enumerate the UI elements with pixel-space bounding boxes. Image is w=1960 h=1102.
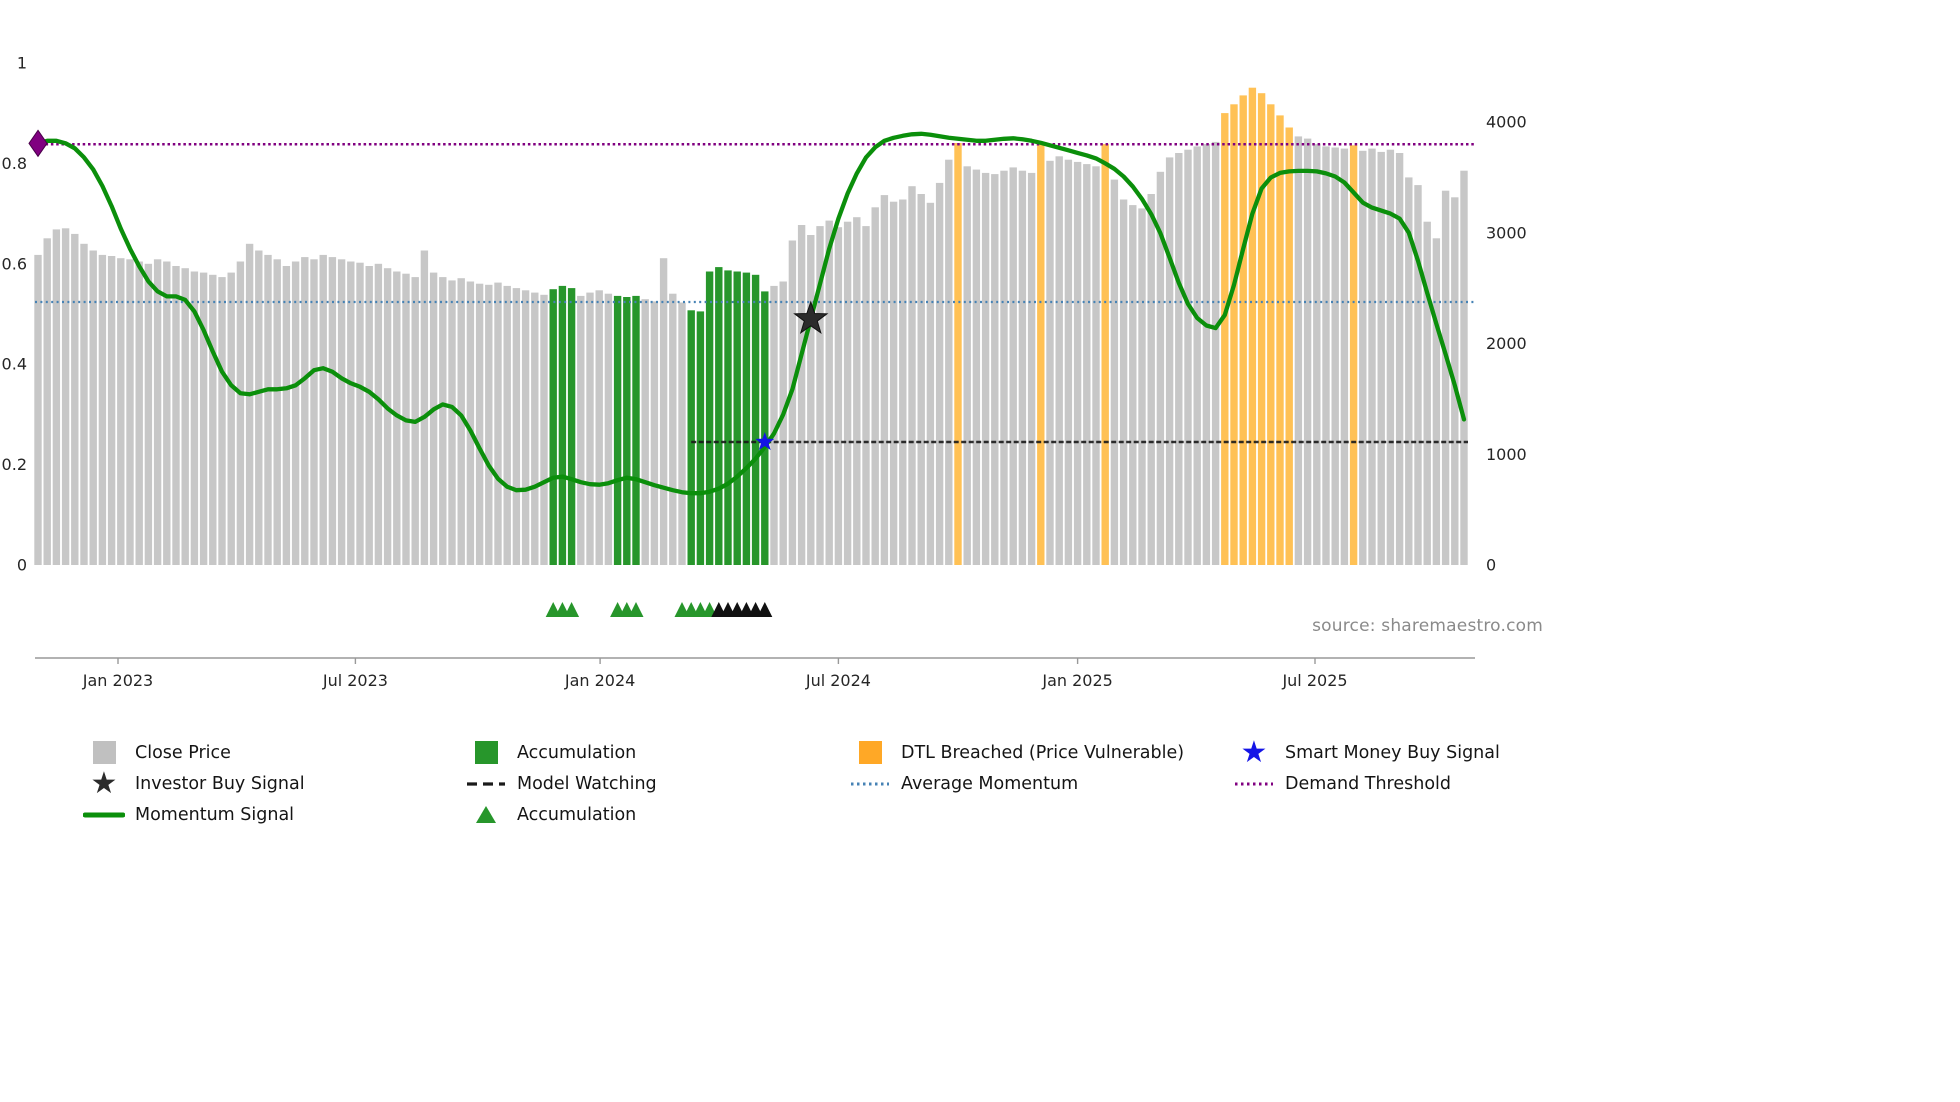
- legend-label: Demand Threshold: [1285, 773, 1452, 794]
- smart-money-buy-star-icon: [755, 432, 775, 451]
- svg-text:4000: 4000: [1486, 113, 1527, 132]
- investor-buy-signal-star-icon: ★: [90, 765, 118, 801]
- model-watching-dashes-icon: [461, 779, 511, 789]
- legend-item-demand-threshold: Demand Threshold: [1229, 768, 1500, 799]
- legend-item-accumulation-bars: Accumulation: [461, 737, 657, 768]
- legend-label: Investor Buy Signal: [135, 773, 305, 794]
- accumulation-bars-square-icon: [461, 741, 511, 764]
- legend-label: DTL Breached (Price Vulnerable): [901, 742, 1185, 763]
- average-momentum-dots-icon: [845, 779, 895, 789]
- legend-label: Accumulation: [517, 742, 637, 763]
- legend-column: Close Price ★ Investor Buy Signal Momentum …: [79, 737, 305, 830]
- y-axis-left: 0 0.2 0.4 0.6 0.8 1: [2, 54, 27, 575]
- investor-buy-star-icon: [793, 300, 829, 335]
- svg-text:Jul 2024: Jul 2024: [805, 671, 871, 690]
- svg-text:1000: 1000: [1486, 445, 1527, 464]
- svg-text:0: 0: [1486, 556, 1496, 575]
- legend-item-investor-buy-signal: ★ Investor Buy Signal: [79, 768, 305, 799]
- legend-label: Close Price: [135, 742, 231, 763]
- svg-text:0.2: 0.2: [2, 455, 27, 474]
- svg-text:0.8: 0.8: [2, 154, 27, 173]
- close-price-square-icon: [79, 741, 129, 764]
- svg-text:Jan 2024: Jan 2024: [564, 671, 635, 690]
- momentum-signal-line-icon: [79, 810, 129, 820]
- legend-item-close-price: Close Price: [79, 737, 305, 768]
- legend-column: ★ Smart Money Buy Signal Demand Threshold: [1229, 737, 1500, 799]
- dtl-breached-square-icon: [845, 741, 895, 764]
- price-bars: [34, 87, 1468, 566]
- demand-threshold-dots-icon: [1229, 779, 1279, 789]
- momentum-line: [35, 131, 1467, 496]
- svg-text:2000: 2000: [1486, 334, 1527, 353]
- legend-label: Accumulation: [517, 804, 637, 825]
- legend-item-accumulation-triangle: Accumulation: [461, 799, 657, 830]
- legend-item-average-momentum: Average Momentum: [845, 768, 1184, 799]
- svg-text:Jul 2023: Jul 2023: [322, 671, 388, 690]
- x-axis: Jan 2023 Jul 2023 Jan 2024 Jul 2024 Jan 2025…: [35, 657, 1475, 690]
- accumulation-triangles: [545, 602, 773, 617]
- svg-text:3000: 3000: [1486, 223, 1527, 242]
- legend-column: DTL Breached (Price Vulnerable) Average M…: [845, 737, 1184, 799]
- legend-item-momentum-signal: Momentum Signal: [79, 799, 305, 830]
- svg-text:0.6: 0.6: [2, 254, 27, 273]
- legend-label: Smart Money Buy Signal: [1285, 742, 1500, 763]
- smart-money-buy-signal-star-icon: ★: [1240, 734, 1268, 770]
- svg-text:Jan 2025: Jan 2025: [1041, 671, 1112, 690]
- legend-label: Average Momentum: [901, 773, 1079, 794]
- legend-label: Model Watching: [517, 773, 657, 794]
- source-credit: source: sharemaestro.com: [1312, 616, 1543, 636]
- momentum-start-diamond-icon: [28, 129, 48, 158]
- svg-text:Jan 2023: Jan 2023: [82, 671, 153, 690]
- legend-item-model-watching: Model Watching: [461, 768, 657, 799]
- legend-item-dtl-breached: DTL Breached (Price Vulnerable): [845, 737, 1184, 768]
- legend-label: Momentum Signal: [135, 804, 295, 825]
- accumulation-triangle-triangle-icon: [461, 806, 511, 823]
- svg-text:0.4: 0.4: [2, 355, 27, 374]
- svg-text:Jul 2025: Jul 2025: [1281, 671, 1347, 690]
- svg-text:0: 0: [17, 556, 27, 575]
- legend-item-smart-money-buy-signal: ★ Smart Money Buy Signal: [1229, 737, 1500, 768]
- legend-column: Accumulation Model Watching Accumulation: [461, 737, 657, 830]
- svg-text:1: 1: [17, 54, 27, 73]
- y-axis-right: 0 1000 2000 3000 4000: [1486, 113, 1527, 575]
